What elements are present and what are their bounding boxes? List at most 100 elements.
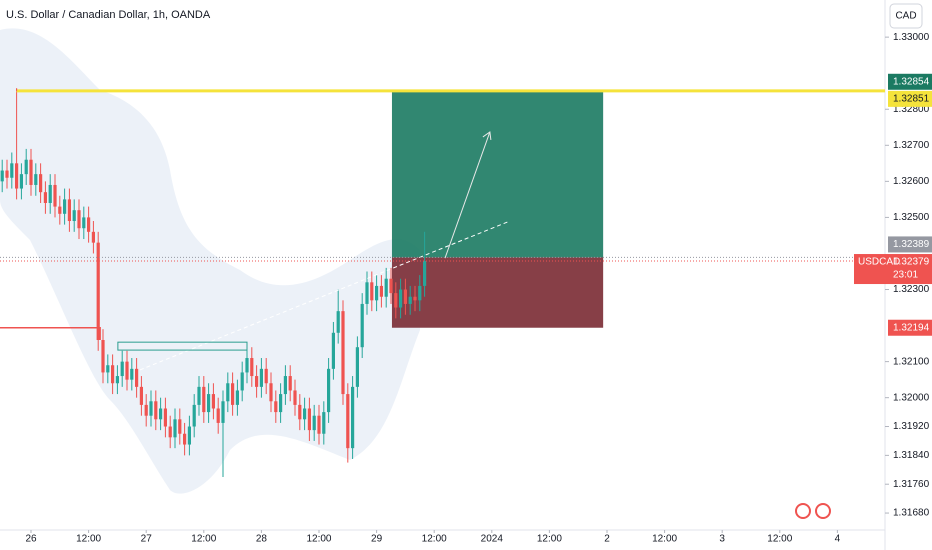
candle-body — [144, 404, 148, 416]
candle-body — [293, 390, 297, 405]
candle-body — [389, 278, 393, 294]
candle-body — [96, 242, 100, 340]
x-tick-label: 12:00 — [537, 534, 562, 545]
candle-body — [235, 390, 240, 405]
candle-body — [58, 206, 62, 214]
stop-level-line — [0, 326, 101, 340]
trend-line — [139, 220, 511, 371]
candle-body — [24, 159, 28, 175]
y-tick-label: 1.32100 — [893, 356, 930, 367]
candle-body — [48, 184, 52, 203]
y-tick-label: 1.31760 — [893, 479, 930, 490]
currency-button[interactable] — [889, 3, 923, 29]
candle-body — [226, 383, 230, 402]
candle-body — [374, 285, 379, 301]
candle-body — [207, 394, 211, 413]
candle-body — [255, 376, 259, 387]
candle-body — [346, 394, 350, 449]
candle-body — [125, 361, 129, 380]
candle-body — [312, 415, 316, 431]
candle-body — [279, 394, 283, 413]
y-tick-label: 1.32000 — [893, 392, 930, 403]
candle-body — [408, 296, 412, 304]
candle-body — [111, 365, 115, 384]
last-price-label: 1.32379 — [893, 257, 930, 268]
event-flag[interactable] — [795, 503, 811, 519]
candle-body — [341, 311, 345, 395]
candle-body — [0, 170, 4, 182]
candle-body — [19, 174, 24, 189]
projection-arrow — [444, 131, 491, 259]
candle-body — [29, 159, 33, 185]
candle-body — [298, 404, 302, 420]
candle-body — [197, 386, 201, 405]
candle-body — [216, 408, 220, 423]
candle-body — [422, 261, 427, 286]
x-tick-label: 12:00 — [306, 534, 331, 545]
candle-body — [163, 408, 168, 427]
candle-body — [159, 408, 163, 420]
candle-body — [326, 368, 331, 413]
candle-body — [394, 293, 398, 308]
symbol-label: USDCAD — [858, 257, 900, 268]
x-tick-label: 28 — [256, 534, 268, 545]
candle-body — [82, 217, 86, 229]
candle-body — [120, 361, 124, 377]
y-tick-label: 1.32700 — [893, 140, 930, 151]
candle-body — [331, 332, 335, 369]
candle-body — [264, 368, 268, 384]
candle-body — [168, 426, 172, 438]
candle-body — [240, 372, 244, 391]
candle-body — [274, 401, 278, 413]
candle-body — [370, 282, 374, 301]
currency-label[interactable]: CAD — [895, 11, 916, 22]
candle-body — [211, 394, 216, 409]
candle-body — [322, 412, 326, 434]
candle-body — [63, 199, 67, 214]
event-flag[interactable] — [815, 503, 831, 519]
candle-body — [288, 376, 292, 391]
y-tick-label: 1.32600 — [893, 176, 930, 187]
entry-price-label: 1.32389 — [893, 239, 930, 250]
candle-body — [259, 368, 264, 387]
candle-body — [34, 174, 38, 185]
y-tick-label: 1.32800 — [893, 104, 930, 115]
resistance-price-label: 1.32851 — [893, 93, 930, 104]
candle-body — [360, 303, 364, 348]
stop-price-label: 1.32194 — [893, 322, 930, 333]
candle-body — [115, 376, 120, 384]
candle-body — [139, 386, 144, 405]
target-price-label-box — [888, 73, 932, 90]
x-tick-label: 3 — [719, 534, 725, 545]
chart-title: U.S. Dollar / Canadian Dollar, 1h, OANDA — [6, 9, 211, 21]
stop-price-label-box — [888, 319, 932, 336]
candle-body — [379, 285, 383, 297]
x-tick-label: 26 — [25, 534, 37, 545]
candle-body — [269, 383, 273, 402]
y-tick-label: 1.31840 — [893, 450, 930, 461]
last-price-box — [854, 254, 932, 285]
x-tick-label: 4 — [835, 534, 841, 545]
candle-body — [77, 210, 81, 229]
candle-body — [5, 170, 9, 178]
y-tick-label: 1.31680 — [893, 508, 930, 519]
x-tick-label: 12:00 — [652, 534, 677, 545]
x-tick-label: 12:00 — [191, 534, 216, 545]
candle-body — [365, 282, 369, 304]
candle-body — [418, 285, 422, 301]
candle-body — [154, 401, 158, 420]
x-tick-label: 27 — [141, 534, 153, 545]
y-tick-label: 1.32500 — [893, 212, 930, 223]
candle-body — [43, 192, 48, 203]
y-tick-label: 1.33000 — [893, 32, 930, 43]
x-tick-label: 12:00 — [767, 534, 792, 545]
candle-body — [135, 368, 139, 387]
countdown-label: 23:01 — [893, 270, 918, 281]
resistance-price-label-box — [888, 90, 932, 107]
entry-price-label-box — [888, 236, 932, 253]
candle-body — [250, 358, 254, 377]
candle-body — [106, 365, 110, 373]
candle-body — [245, 358, 249, 373]
candle-body — [187, 426, 192, 445]
